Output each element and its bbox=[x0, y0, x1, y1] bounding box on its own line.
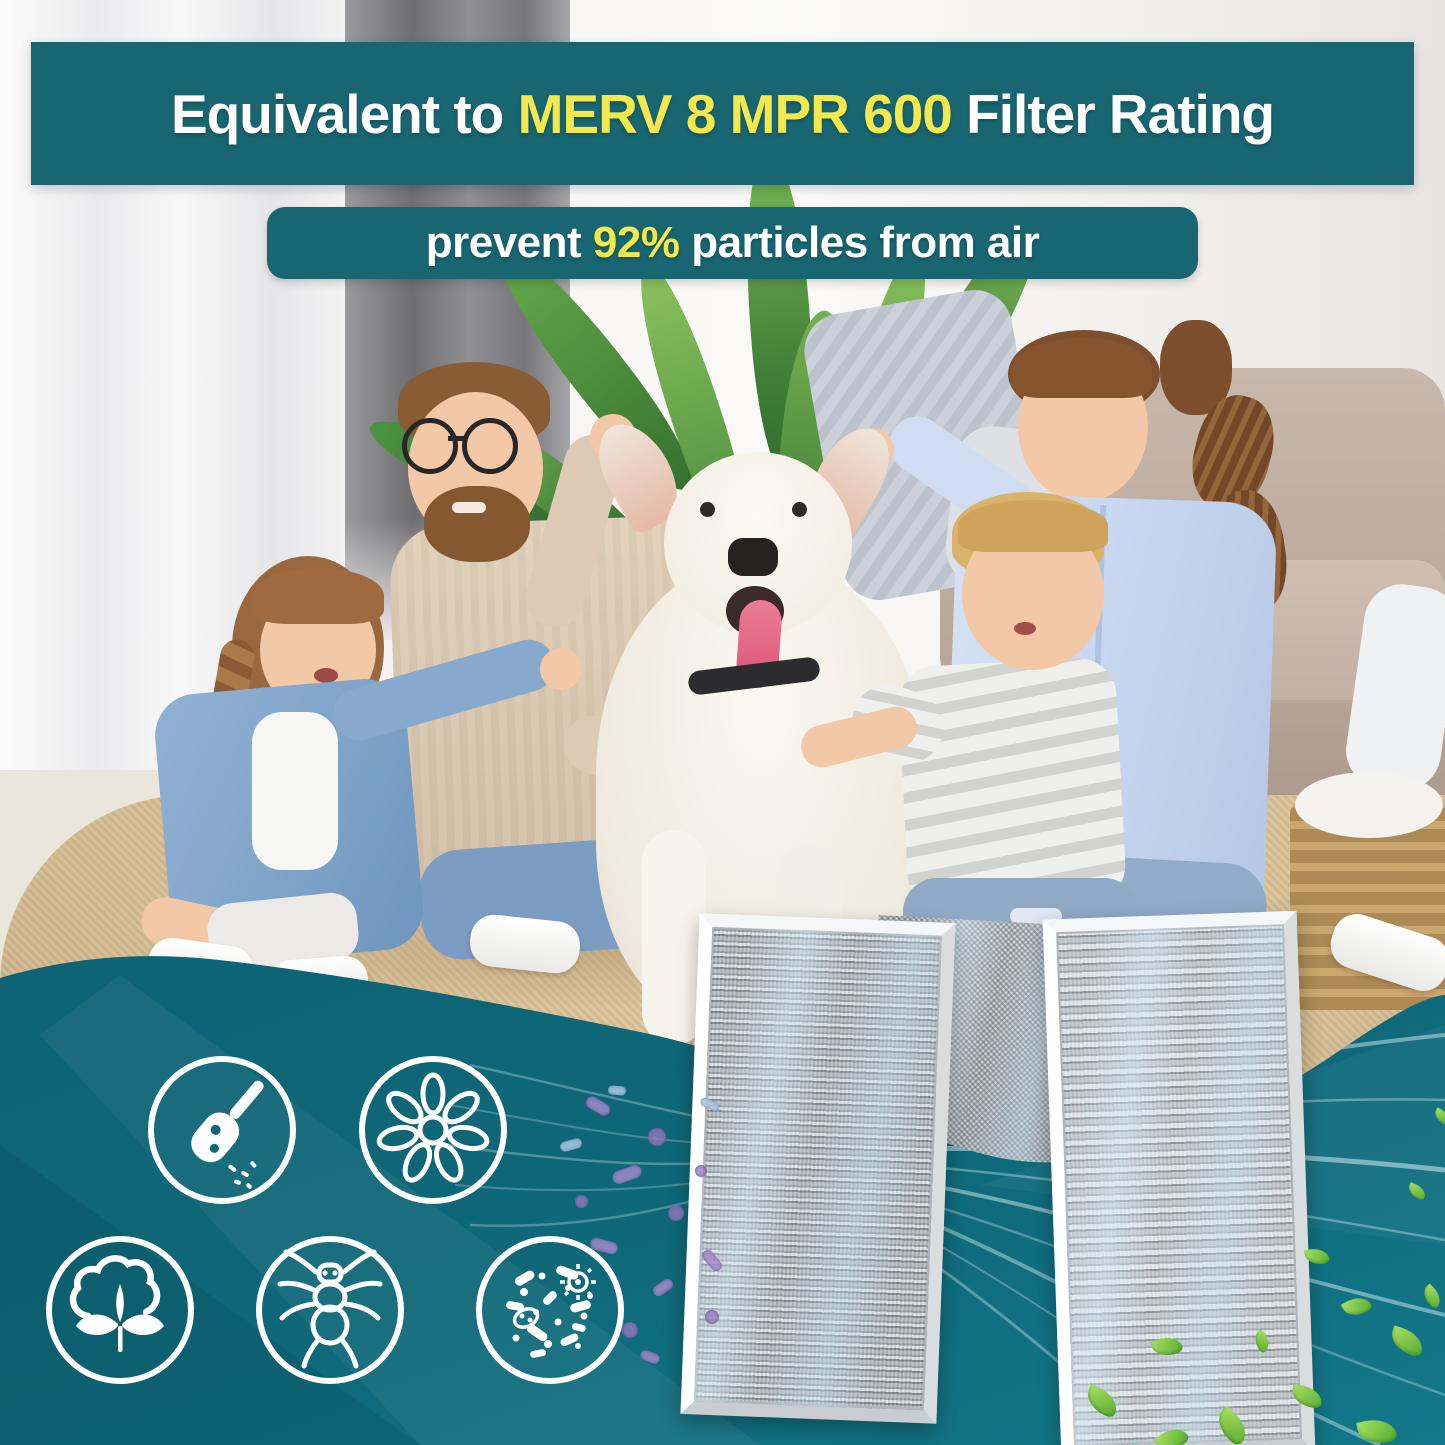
subheadline-text: prevent 92% particles from air bbox=[426, 218, 1040, 268]
girl-hand bbox=[540, 648, 582, 690]
man-beard bbox=[424, 486, 530, 562]
subheadline-suffix: particles from air bbox=[679, 218, 1040, 267]
blanket-in-basket bbox=[1295, 772, 1443, 838]
benefit-dust-mite bbox=[252, 1230, 408, 1390]
headline-suffix: Filter Rating bbox=[951, 82, 1275, 145]
pollen-flower-icon bbox=[359, 1056, 507, 1204]
subheadline-banner: prevent 92% particles from air bbox=[267, 207, 1198, 279]
dog-nose bbox=[728, 538, 778, 576]
cotton-icon bbox=[46, 1236, 194, 1384]
subheadline-prefix: prevent bbox=[425, 218, 593, 267]
subheadline-highlight: 92% bbox=[592, 218, 680, 267]
dust-wand-icon bbox=[148, 1056, 296, 1204]
dust-mite-icon bbox=[256, 1236, 404, 1384]
headline-highlight: MERV 8 MPR 600 bbox=[517, 82, 953, 145]
filter-panel-right bbox=[1042, 910, 1316, 1445]
boy-shirt bbox=[896, 656, 1128, 913]
headline-text: Equivalent to MERV 8 MPR 600 Filter Rati… bbox=[170, 82, 1275, 146]
benefit-dust bbox=[144, 1050, 300, 1210]
benefit-cotton bbox=[42, 1230, 198, 1390]
bacteria-icon bbox=[476, 1236, 624, 1384]
headline-banner: Equivalent to MERV 8 MPR 600 Filter Rati… bbox=[31, 42, 1414, 185]
headline-prefix: Equivalent to bbox=[170, 82, 518, 145]
benefit-bacteria bbox=[472, 1230, 628, 1390]
benefit-pollen bbox=[355, 1050, 511, 1210]
man-glasses bbox=[402, 418, 458, 474]
filter-panel-left bbox=[680, 913, 956, 1424]
